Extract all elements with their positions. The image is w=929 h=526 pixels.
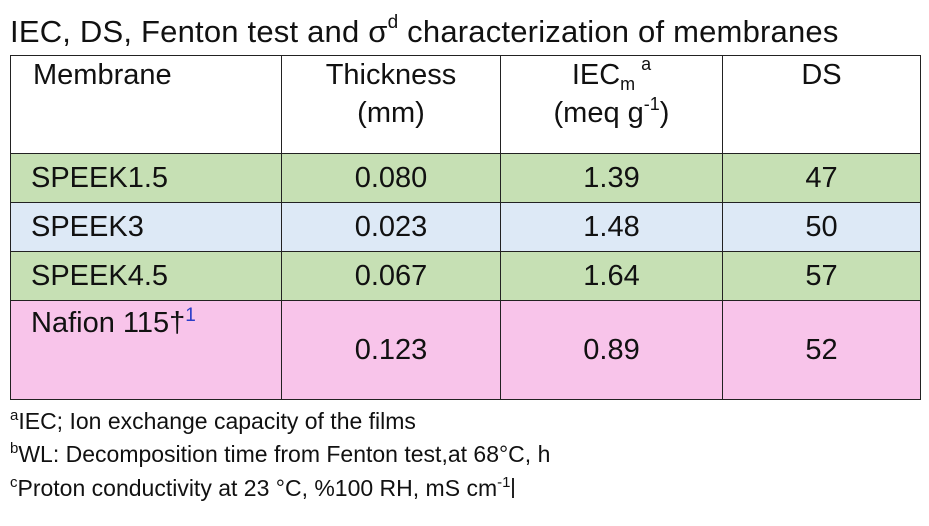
page-title: IEC, DS, Fenton test and σd characteriza…: [10, 12, 839, 52]
header-iec-line2: (meq g-1): [553, 94, 670, 129]
cell-iec: 1.39: [500, 153, 723, 203]
cell-iec: 1.64: [500, 251, 723, 301]
cell-membrane: SPEEK1.5: [10, 153, 282, 203]
table-row: SPEEK4.5 0.067 1.64 57: [10, 251, 921, 301]
header-iec-line1: IECma: [571, 54, 652, 94]
footnote-b: bWL: Decomposition time from Fenton test…: [10, 440, 551, 467]
table-row: Nafion 115†1 0.123 0.89 52: [10, 300, 921, 400]
footnote-c: cProton conductivity at 23 °C, %100 RH, …: [10, 472, 550, 505]
cell-ds: 52: [722, 300, 921, 400]
text-cursor: [512, 478, 514, 498]
cell-ds: 47: [722, 153, 921, 203]
header-ds: DS: [722, 55, 921, 154]
table-header-row: Membrane Thickness (mm) IECma (meq g-1) …: [10, 54, 921, 154]
cell-membrane: SPEEK4.5: [10, 251, 282, 301]
footnotes: aIEC; Ion exchange capacity of the films…: [10, 405, 550, 505]
cell-thickness: 0.023: [281, 202, 501, 252]
title-text: IEC, DS, Fenton test and σ: [10, 14, 388, 49]
cell-ds: 57: [722, 251, 921, 301]
header-thickness-line2: (mm): [357, 97, 425, 129]
header-thickness: Thickness (mm): [281, 55, 501, 154]
table-row: SPEEK1.5 0.080 1.39 47: [10, 153, 921, 203]
table-row: SPEEK3 0.023 1.48 50: [10, 202, 921, 252]
cell-thickness: 0.067: [281, 251, 501, 301]
nafion-label: Nafion 115: [31, 307, 170, 339]
cell-thickness: 0.123: [281, 300, 501, 400]
reference-link[interactable]: 1: [185, 305, 196, 326]
header-membrane: Membrane: [10, 55, 282, 154]
cell-ds: 50: [722, 202, 921, 252]
cell-membrane: Nafion 115†1: [10, 300, 282, 400]
header-iec: IECma (meq g-1): [500, 54, 723, 154]
cell-membrane: SPEEK3: [10, 202, 282, 252]
cell-thickness: 0.080: [281, 153, 501, 203]
title-tail: characterization of membranes: [398, 14, 839, 49]
footnote-a: aIEC; Ion exchange capacity of the films: [10, 407, 416, 434]
header-thickness-line1: Thickness: [325, 59, 457, 91]
dagger-mark: †: [169, 307, 186, 339]
cell-iec: 1.48: [500, 202, 723, 252]
title-sigma-superscript: d: [387, 12, 399, 33]
membrane-table: Membrane Thickness (mm) IECma (meq g-1) …: [10, 55, 921, 400]
cell-iec: 0.89: [500, 300, 723, 400]
